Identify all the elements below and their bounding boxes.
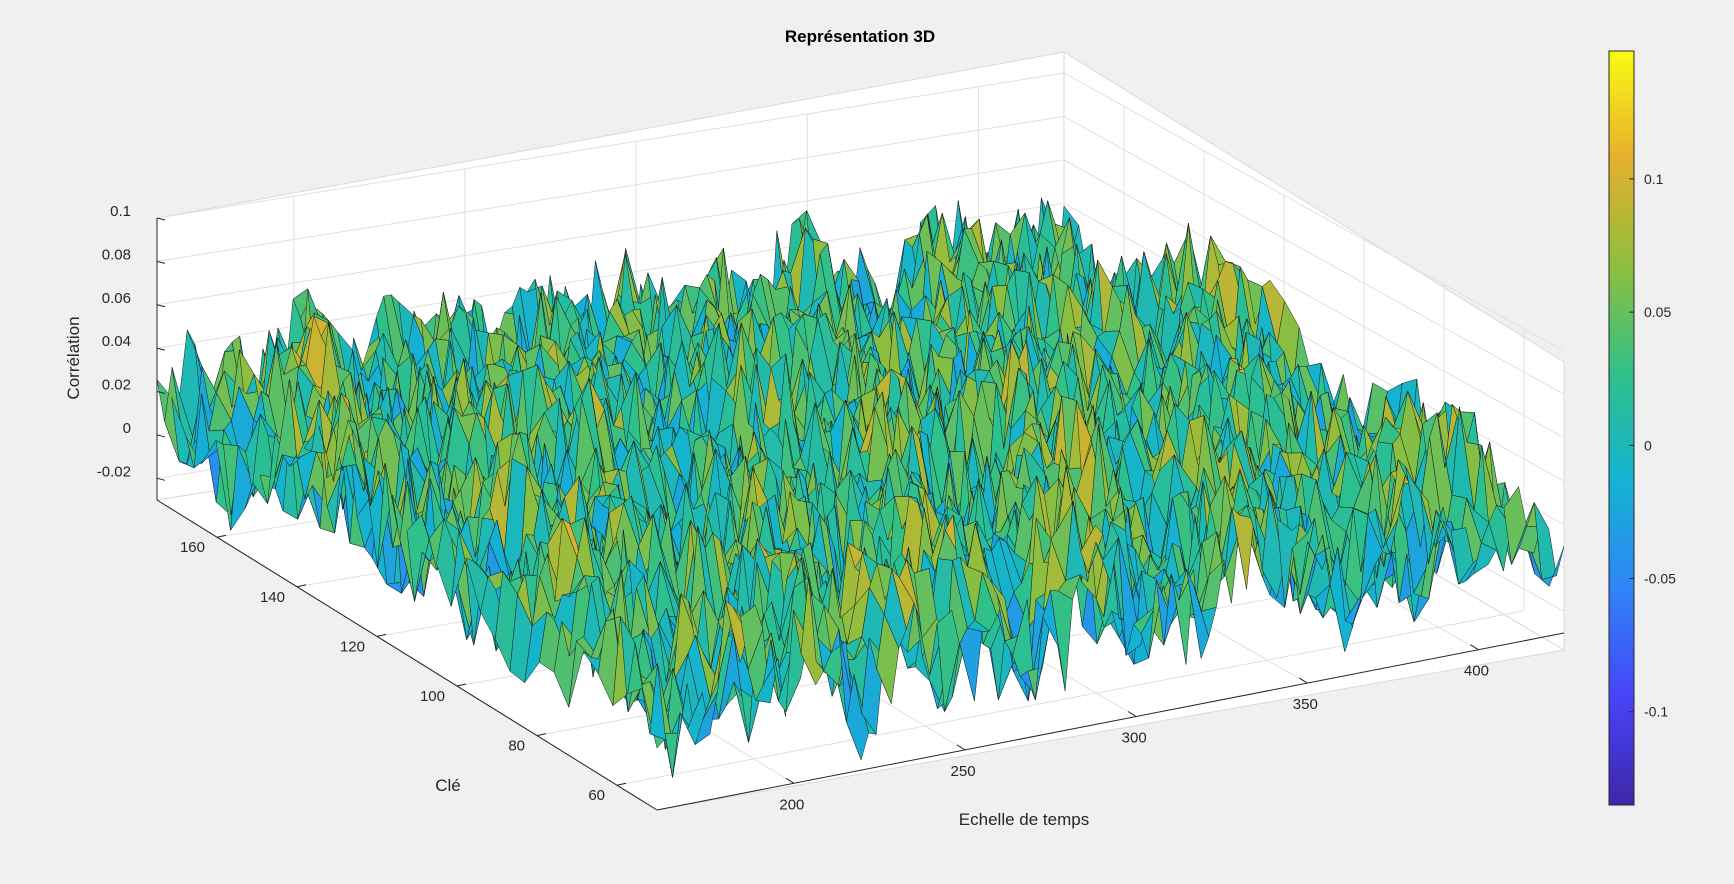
colorbar-tick-label: -0.05: [1644, 571, 1676, 587]
colorbar: -0.1 -0.05 0 0.05 0.1: [1608, 50, 1676, 806]
colorbar-tick-label: 0.05: [1644, 304, 1671, 320]
wall-grid-line-z: [1063, 202, 1565, 482]
wall-grid-line-z: [1063, 115, 1565, 395]
colorbar-ticks: -0.1 -0.05 0 0.05 0.1: [1629, 171, 1676, 720]
x-tick-label: 200: [779, 796, 804, 813]
colorbar-gradient: [1608, 50, 1635, 806]
x-tick-label: 250: [951, 763, 976, 780]
z-tick-label: 0.08: [102, 246, 131, 263]
y-tick-label: 160: [180, 539, 205, 556]
colorbar-tick-label: 0: [1644, 437, 1652, 453]
wall-grid-line-z: [156, 72, 1065, 219]
z-axis-label: Corrélation: [64, 316, 83, 399]
y-tick-label: 100: [420, 688, 445, 705]
x-axis-label: Echelle de temps: [959, 810, 1089, 829]
wall-grid-line-z: [1063, 72, 1565, 352]
z-tick-label: 0.06: [102, 290, 131, 307]
x-tick-label: 350: [1293, 696, 1318, 713]
y-tick-label: 120: [340, 638, 365, 655]
y-axis-label: Clé: [435, 776, 461, 795]
colorbar-tick-label: 0.1: [1644, 171, 1664, 187]
x-tick-label: 300: [1122, 729, 1147, 746]
z-tick-label: -0.02: [97, 463, 131, 480]
z-tick-label: 0.04: [102, 333, 131, 350]
z-tick-label: 0.02: [102, 377, 131, 394]
wall-grid-line-z: [156, 159, 1065, 306]
chart-title: Représentation 3D: [785, 27, 935, 46]
z-tick-label: 0: [123, 420, 131, 437]
surface-plot: [157, 197, 1564, 778]
colorbar-tick-label: -0.1: [1644, 704, 1668, 720]
floor-grid-line-y: [616, 610, 1525, 786]
z-tick-label: 0.1: [110, 203, 131, 220]
wall-grid-line-z: [1063, 159, 1565, 439]
wall-grid-line-z: [156, 115, 1065, 262]
y-tick-label: 140: [260, 589, 285, 606]
y-tick-label: 60: [588, 787, 605, 804]
y-tick-label: 80: [508, 738, 525, 755]
x-tick-label: 400: [1464, 663, 1489, 680]
z-axis-ticks: -0.02 0 0.02 0.04 0.06 0.08 0.1: [97, 203, 166, 481]
